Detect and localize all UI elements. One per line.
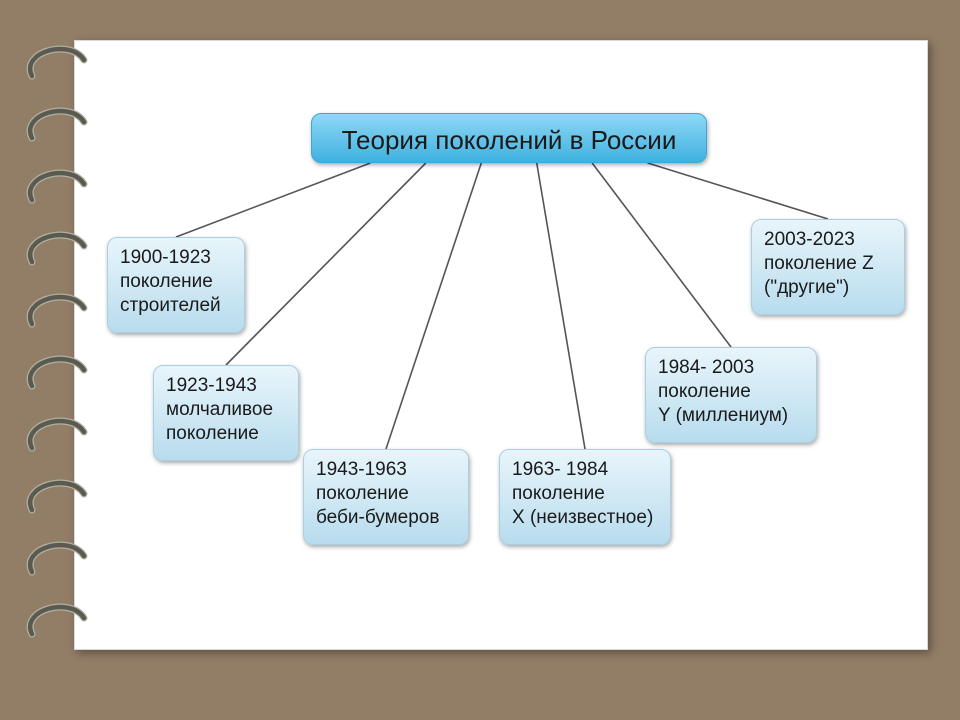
- spiral-ring: [26, 170, 86, 204]
- spiral-ring: [26, 604, 86, 638]
- spiral-ring: [26, 108, 86, 142]
- spiral-ring: [26, 480, 86, 514]
- spiral-ring: [26, 418, 86, 452]
- diagram-child-node: 1943-1963 поколение беби-бумеров: [303, 449, 469, 545]
- outer-frame: Теория поколений в России 1900-1923 покол…: [0, 0, 960, 720]
- diagram-title-node: Теория поколений в России: [311, 113, 707, 163]
- spiral-binding: [26, 46, 96, 666]
- spiral-ring: [26, 356, 86, 390]
- diagram-child-node: 1984- 2003 поколение Y (миллениум): [645, 347, 817, 443]
- spiral-ring: [26, 232, 86, 266]
- diagram-child-node: 1923-1943 молчаливое поколение: [153, 365, 299, 461]
- diagram-stage: Теория поколений в России 1900-1923 покол…: [75, 41, 927, 649]
- spiral-ring: [26, 294, 86, 328]
- spiral-ring: [26, 542, 86, 576]
- page-card: Теория поколений в России 1900-1923 покол…: [74, 40, 928, 650]
- diagram-child-node: 1900-1923 поколение строителей: [107, 237, 245, 333]
- diagram-child-node: 1963- 1984 поколение X (неизвестное): [499, 449, 671, 545]
- spiral-ring: [26, 46, 86, 80]
- diagram-child-node: 2003-2023 поколение Z ("другие"): [751, 219, 905, 315]
